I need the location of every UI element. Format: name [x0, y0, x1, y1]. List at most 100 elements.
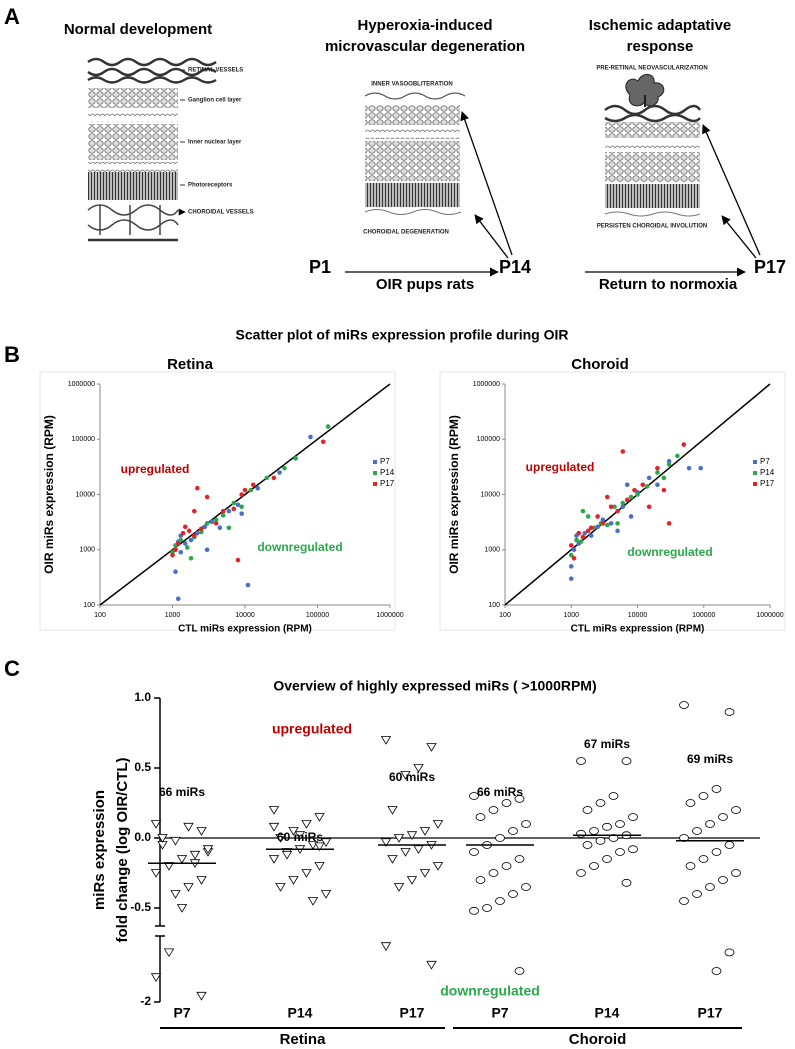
data-point: [325, 424, 331, 429]
data-point: [711, 848, 722, 856]
data-point: [239, 511, 244, 516]
data-point: [731, 869, 741, 877]
data-point: [666, 462, 672, 467]
data-point: [620, 504, 626, 510]
data-point: [178, 537, 184, 543]
data-point: [432, 862, 444, 871]
section-title: Scatter plot of miRs expression profile …: [236, 327, 569, 343]
group-label: P7: [173, 1005, 190, 1021]
data-point: [595, 524, 600, 530]
data-point: [226, 525, 232, 531]
layer-label: CHOROIDAL VESSELS: [188, 210, 254, 216]
layer-label: PRE-RETINAL NEOVASCULARIZATION: [596, 66, 707, 72]
data-point: [268, 855, 280, 864]
timepoint: P14: [499, 257, 531, 277]
data-point: [157, 834, 168, 843]
data-point: [288, 876, 299, 885]
y-axis-label: OIR miRs expression (RPM): [447, 415, 461, 574]
group-label: P17: [698, 1005, 723, 1021]
legend-label: P7: [380, 457, 390, 466]
chart-title: Overview of highly expressed miRs ( >100…: [273, 678, 596, 694]
data-point: [419, 869, 431, 878]
y-tick-label: 1000: [79, 547, 95, 554]
data-point: [698, 465, 704, 471]
data-point: [170, 836, 181, 846]
data-point: [175, 596, 181, 602]
data-point: [387, 855, 398, 864]
data-point: [288, 827, 299, 836]
data-point: [585, 528, 591, 534]
phase-label: Return to normoxia: [599, 276, 738, 293]
data-point: [568, 576, 574, 581]
data-point: [595, 514, 600, 519]
group-label: P14: [288, 1005, 313, 1021]
y-tick-label: 100: [83, 602, 95, 609]
data-point: [406, 831, 418, 840]
axis-break: [155, 925, 165, 937]
data-point: [239, 492, 244, 497]
data-point: [314, 842, 325, 852]
data-point: [692, 890, 702, 898]
data-point: [235, 557, 241, 563]
data-point: [621, 757, 632, 765]
data-point: [582, 806, 593, 814]
data-point: [589, 862, 599, 870]
layer-label: RETINAL VESSELS: [188, 68, 243, 74]
data-point: [568, 564, 574, 569]
y-axis-label: OIR miRs expression (RPM): [42, 415, 56, 574]
data-point: [568, 543, 574, 548]
data-point: [521, 820, 531, 828]
data-point: [213, 521, 219, 526]
y-tick-label: 1000: [484, 547, 500, 554]
data-point: [199, 526, 204, 532]
data-point: [406, 876, 418, 885]
data-point: [426, 743, 437, 752]
data-point: [189, 850, 201, 860]
data-point: [612, 504, 617, 510]
data-point: [495, 834, 505, 842]
y-tick-label: 0.5: [134, 760, 151, 774]
y-axis-label: fold change (log OIR/CTL): [114, 758, 131, 943]
data-point: [204, 547, 210, 553]
data-point: [578, 539, 584, 544]
data-point: [231, 500, 237, 506]
data-point: [574, 537, 579, 543]
data-point: [608, 521, 614, 526]
data-point: [226, 508, 232, 514]
data-point: [163, 948, 175, 958]
y-tick-label: 1000000: [473, 381, 500, 388]
data-point: [264, 475, 270, 481]
data-point: [192, 508, 197, 514]
panel-label: A: [4, 4, 20, 29]
data-point: [271, 475, 277, 481]
data-point: [666, 521, 672, 526]
data-point: [239, 504, 244, 510]
illustration-ischemic: [604, 74, 702, 217]
data-point: [202, 524, 208, 530]
x-tick-label: 1000000: [376, 612, 403, 619]
data-point: [628, 494, 634, 500]
data-point: [387, 806, 398, 815]
legend-swatch: [373, 482, 377, 486]
data-point: [314, 862, 325, 871]
x-tick-label: 100: [94, 612, 106, 619]
layer-label: Photoreceptors: [188, 183, 233, 189]
data-point: [196, 876, 207, 885]
data-point: [432, 820, 444, 829]
data-point: [235, 502, 241, 508]
data-point: [521, 883, 531, 891]
data-point: [600, 521, 606, 526]
data-point: [199, 529, 204, 535]
panel-label: B: [4, 342, 20, 367]
data-point: [588, 533, 594, 538]
y-tick-label: 100000: [477, 436, 500, 443]
x-axis-label: CTL miRs expression (RPM): [571, 624, 705, 635]
data-point: [655, 470, 660, 475]
y-tick-label: 100000: [72, 436, 95, 443]
data-point: [589, 827, 599, 835]
data-point: [469, 848, 479, 856]
data-point: [576, 869, 586, 877]
data-point: [277, 470, 282, 475]
data-point: [150, 820, 162, 829]
